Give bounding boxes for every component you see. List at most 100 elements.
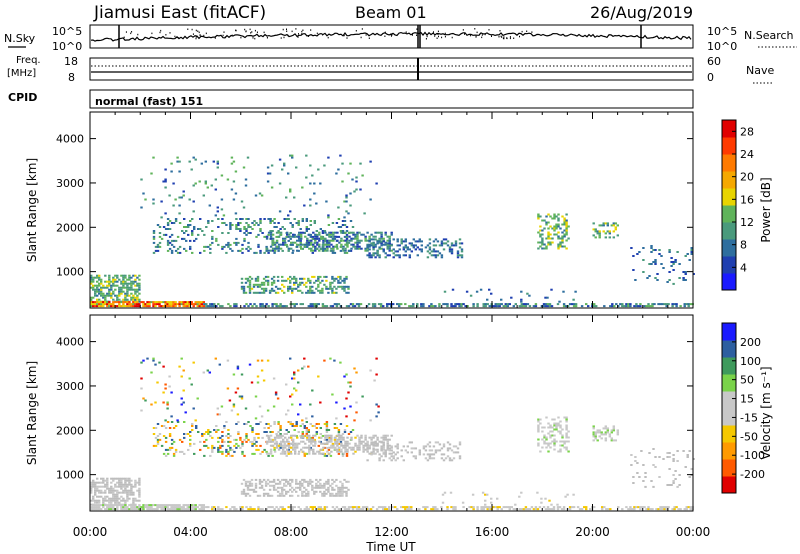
heatmap-cell	[382, 459, 385, 462]
heatmap-cell	[341, 279, 344, 282]
heatmap-cell	[128, 282, 131, 285]
heatmap-cell	[217, 243, 220, 246]
heatmap-cell	[191, 233, 194, 236]
heatmap-cell	[254, 291, 258, 294]
heatmap-cell	[315, 287, 318, 290]
heatmap-cell	[688, 476, 691, 478]
heatmap-cell	[198, 305, 201, 308]
heatmap-cell	[178, 305, 181, 308]
heatmap-cell	[98, 290, 101, 293]
heatmap-cell	[291, 508, 294, 511]
heatmap-cell	[339, 361, 342, 364]
heatmap-cell	[108, 278, 111, 281]
heatmap-cell	[310, 442, 313, 445]
heatmap-cell	[308, 450, 311, 453]
heatmap-cell	[291, 423, 294, 425]
heatmap-cell	[343, 251, 347, 254]
heatmap-cell	[319, 506, 323, 509]
heatmap-cell	[672, 454, 675, 456]
heatmap-cell	[106, 479, 109, 482]
heatmap-cell	[549, 233, 552, 236]
heatmap-cell	[287, 249, 290, 252]
heatmap-cell	[295, 486, 298, 489]
heatmap-cell	[291, 287, 294, 290]
heatmap-cell	[308, 243, 311, 246]
colorbar-tick-label: -100	[740, 449, 765, 462]
heatmap-cell	[539, 241, 542, 244]
heatmap-cell	[335, 427, 339, 429]
heatmap-cell	[555, 422, 558, 425]
heatmap-cell	[398, 303, 401, 306]
heatmap-cell	[90, 487, 93, 490]
heatmap-cell	[138, 504, 141, 507]
heatmap-cell	[325, 488, 328, 491]
heatmap-cell	[382, 248, 385, 251]
heatmap-cell	[317, 423, 321, 425]
heatmap-cell	[328, 452, 331, 455]
heatmap-cell	[539, 215, 542, 218]
heatmap-cell	[168, 448, 172, 451]
heatmap-cell	[281, 506, 284, 509]
nave-label: Nave	[746, 64, 774, 77]
heatmap-cell	[239, 222, 242, 224]
heatmap-cell	[154, 444, 158, 447]
heatmap-cell	[296, 249, 299, 252]
heatmap-cell	[263, 431, 266, 433]
heatmap-cell	[134, 483, 137, 486]
heatmap-cell	[196, 303, 199, 306]
heatmap-cell	[312, 448, 315, 451]
heatmap-cell	[518, 508, 522, 511]
heatmap-cell	[271, 241, 275, 244]
heatmap-cell	[283, 243, 286, 246]
heatmap-cell	[651, 508, 654, 511]
heatmap-cell	[267, 440, 270, 443]
heatmap-cell	[225, 506, 228, 509]
heatmap-cell	[372, 238, 375, 241]
heatmap-cell	[545, 223, 548, 226]
heatmap-cell	[316, 450, 319, 453]
heatmap-cell	[96, 481, 99, 484]
heatmap-cell	[266, 494, 270, 497]
heatmap-cell	[621, 303, 624, 306]
heatmap-cell	[319, 486, 322, 489]
heatmap-cell	[247, 245, 250, 248]
heatmap-cell	[284, 452, 287, 455]
heatmap-cell	[240, 281, 244, 284]
heatmap-cell	[538, 506, 542, 509]
heatmap-cell	[514, 303, 518, 306]
heatmap-cell	[351, 178, 354, 181]
heatmap-cell	[334, 442, 337, 445]
heatmap-cell	[514, 508, 518, 511]
heatmap-cell	[374, 245, 377, 248]
heatmap-cell	[667, 506, 670, 509]
heatmap-cell	[504, 303, 508, 306]
heatmap-cell	[354, 444, 357, 447]
heatmap-cell	[244, 178, 248, 181]
heatmap-cell	[241, 440, 244, 443]
heatmap-cell	[132, 501, 135, 504]
heatmap-cell	[279, 425, 282, 427]
heatmap-cell	[603, 305, 606, 308]
heatmap-cell	[350, 247, 353, 250]
y-tick-label: 4000	[56, 336, 84, 349]
heatmap-cell	[518, 305, 522, 308]
heatmap-cell	[388, 249, 391, 252]
heatmap-cell	[335, 287, 338, 290]
heatmap-cell	[565, 418, 568, 421]
heatmap-cell	[341, 285, 344, 288]
heatmap-cell	[106, 487, 109, 490]
nsearch-point	[361, 28, 363, 30]
colorbar-swatch	[722, 222, 736, 240]
heatmap-cell	[237, 421, 240, 423]
heatmap-cell	[287, 421, 290, 423]
heatmap-cell	[315, 484, 318, 487]
heatmap-cell	[299, 488, 302, 491]
heatmap-cell	[108, 280, 111, 283]
heatmap-cell	[272, 488, 276, 491]
heatmap-cell	[283, 305, 286, 308]
heatmap-cell	[275, 247, 279, 250]
heatmap-cell	[221, 444, 224, 447]
heatmap-cell	[602, 222, 605, 225]
heatmap-cell	[166, 224, 170, 226]
heatmap-cell	[354, 245, 357, 248]
